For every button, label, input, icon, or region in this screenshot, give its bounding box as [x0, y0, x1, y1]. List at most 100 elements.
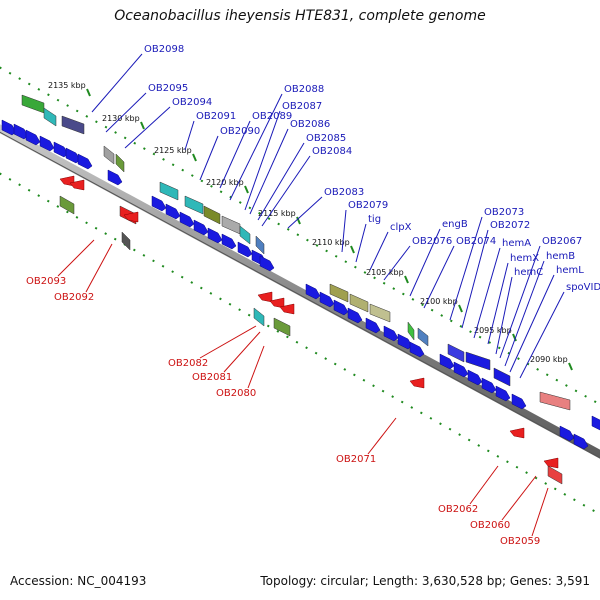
forward-gene-arrow[interactable]: [77, 153, 93, 170]
feature-block[interactable]: [273, 317, 291, 337]
forward-gene-arrow[interactable]: [333, 299, 349, 316]
gene-label-hemx[interactable]: hemX: [510, 253, 539, 264]
forward-gene-arrow[interactable]: [573, 433, 589, 450]
forward-gene-arrow[interactable]: [39, 135, 55, 152]
gene-label-ob2080[interactable]: OB2080: [216, 388, 256, 399]
leader-line: [105, 92, 147, 133]
gene-label-ob2062[interactable]: OB2062: [438, 504, 478, 515]
forward-gene-arrow[interactable]: [207, 227, 223, 244]
forward-gene-arrow[interactable]: [409, 341, 425, 358]
forward-gene-arrow[interactable]: [179, 211, 195, 228]
gene-label-ob2098[interactable]: OB2098: [144, 44, 184, 55]
forward-gene-arrow[interactable]: [259, 255, 275, 272]
feature-block[interactable]: [407, 321, 415, 341]
gene-label-ob2090[interactable]: OB2090: [220, 126, 260, 137]
gene-label-tig[interactable]: tig: [368, 214, 381, 225]
gene-label-ob2086[interactable]: OB2086: [290, 119, 330, 130]
gene-label-ob2074[interactable]: OB2074: [456, 236, 496, 247]
feature-block[interactable]: [329, 283, 349, 303]
feature-block[interactable]: [417, 327, 429, 347]
forward-gene-arrow[interactable]: [237, 241, 253, 258]
forward-gene-arrow[interactable]: [481, 377, 497, 394]
feature-block[interactable]: [159, 181, 179, 201]
forward-gene-arrow[interactable]: [495, 385, 511, 402]
gene-label-ob2060[interactable]: OB2060: [470, 520, 510, 531]
gene-label-hemc[interactable]: hemC: [514, 267, 543, 278]
gene-label-ob2094[interactable]: OB2094: [172, 97, 212, 108]
forward-gene-arrow[interactable]: [193, 219, 209, 236]
feature-block[interactable]: [547, 465, 563, 485]
gene-label-ob2081[interactable]: OB2081: [192, 372, 232, 383]
forward-gene-arrow[interactable]: [151, 195, 167, 212]
feature-block[interactable]: [493, 367, 511, 387]
feature-block[interactable]: [21, 94, 45, 114]
feature-block[interactable]: [184, 195, 204, 215]
forward-gene-arrow[interactable]: [511, 393, 527, 410]
forward-gene-arrow[interactable]: [559, 425, 575, 442]
feature-block[interactable]: [239, 225, 251, 245]
gene-label-ob2095[interactable]: OB2095: [148, 83, 188, 94]
forward-gene-arrow[interactable]: [439, 353, 455, 370]
feature-block[interactable]: [369, 303, 391, 323]
gene-label-ob2082[interactable]: OB2082: [168, 358, 208, 369]
reverse-gene-arrow[interactable]: [409, 377, 425, 389]
feature-block[interactable]: [447, 343, 465, 363]
gene-label-ob2085[interactable]: OB2085: [306, 133, 346, 144]
reverse-gene-arrow[interactable]: [269, 297, 285, 309]
feature-block[interactable]: [255, 235, 265, 255]
gene-label-ob2083[interactable]: OB2083: [324, 187, 364, 198]
gene-label-ob2059[interactable]: OB2059: [500, 536, 540, 547]
gene-label-ob2084[interactable]: OB2084: [312, 146, 352, 157]
reverse-gene-arrow[interactable]: [257, 291, 273, 303]
gene-label-ob2076[interactable]: OB2076: [412, 236, 452, 247]
reverse-gene-arrow[interactable]: [509, 427, 525, 439]
forward-gene-arrow[interactable]: [467, 369, 483, 386]
feature-block[interactable]: [349, 293, 369, 313]
leader-line: [504, 260, 545, 367]
gene-label-ob2067[interactable]: OB2067: [542, 236, 582, 247]
gene-label-spovid[interactable]: spoVID: [566, 282, 600, 293]
gene-label-ob2093[interactable]: OB2093: [26, 276, 66, 287]
forward-gene-arrow[interactable]: [221, 233, 237, 250]
forward-gene-arrow[interactable]: [591, 415, 600, 431]
feature-block[interactable]: [465, 351, 491, 371]
gene-label-ob2072[interactable]: OB2072: [490, 220, 530, 231]
gene-label-ob2089[interactable]: OB2089: [252, 111, 292, 122]
feature-block[interactable]: [43, 107, 57, 127]
reverse-gene-arrow[interactable]: [279, 303, 295, 315]
feature-block[interactable]: [539, 391, 571, 411]
gene-label-ob2092[interactable]: OB2092: [54, 292, 94, 303]
forward-gene-arrow[interactable]: [165, 203, 181, 220]
forward-gene-arrow[interactable]: [319, 291, 335, 308]
feature-block[interactable]: [253, 307, 265, 327]
gene-label-ob2079[interactable]: OB2079: [348, 200, 388, 211]
forward-gene-arrow[interactable]: [453, 361, 469, 378]
gene-label-ob2071[interactable]: OB2071: [336, 454, 376, 465]
feature-block[interactable]: [59, 195, 75, 215]
feature-block[interactable]: [61, 115, 85, 135]
forward-gene-arrow[interactable]: [107, 169, 123, 186]
feature-block[interactable]: [115, 153, 125, 173]
forward-gene-arrow[interactable]: [383, 325, 399, 342]
reverse-gene-arrow[interactable]: [543, 457, 559, 469]
kbp-label: 2095 kbp: [474, 326, 512, 335]
forward-gene-arrow[interactable]: [305, 283, 321, 300]
gene-label-clpx[interactable]: clpX: [390, 222, 412, 233]
feature-block[interactable]: [103, 145, 115, 165]
feature-block[interactable]: [121, 231, 131, 251]
forward-gene-arrow[interactable]: [347, 307, 363, 324]
reverse-gene-arrow[interactable]: [123, 211, 139, 223]
gene-label-ob2087[interactable]: OB2087: [282, 101, 322, 112]
gene-label-engb[interactable]: engB: [442, 219, 468, 230]
gene-label-heml[interactable]: hemL: [556, 265, 584, 276]
reverse-gene-arrow[interactable]: [69, 179, 85, 191]
gene-label-hema[interactable]: hemA: [502, 238, 531, 249]
forward-gene-arrow[interactable]: [25, 129, 41, 146]
gene-label-ob2088[interactable]: OB2088: [284, 84, 324, 95]
feature-block[interactable]: [203, 205, 221, 225]
gene-label-hemb[interactable]: hemB: [546, 251, 575, 262]
gene-label-ob2073[interactable]: OB2073: [484, 207, 524, 218]
gene-label-ob2091[interactable]: OB2091: [196, 111, 236, 122]
feature-block[interactable]: [221, 215, 241, 235]
forward-gene-arrow[interactable]: [365, 317, 381, 334]
